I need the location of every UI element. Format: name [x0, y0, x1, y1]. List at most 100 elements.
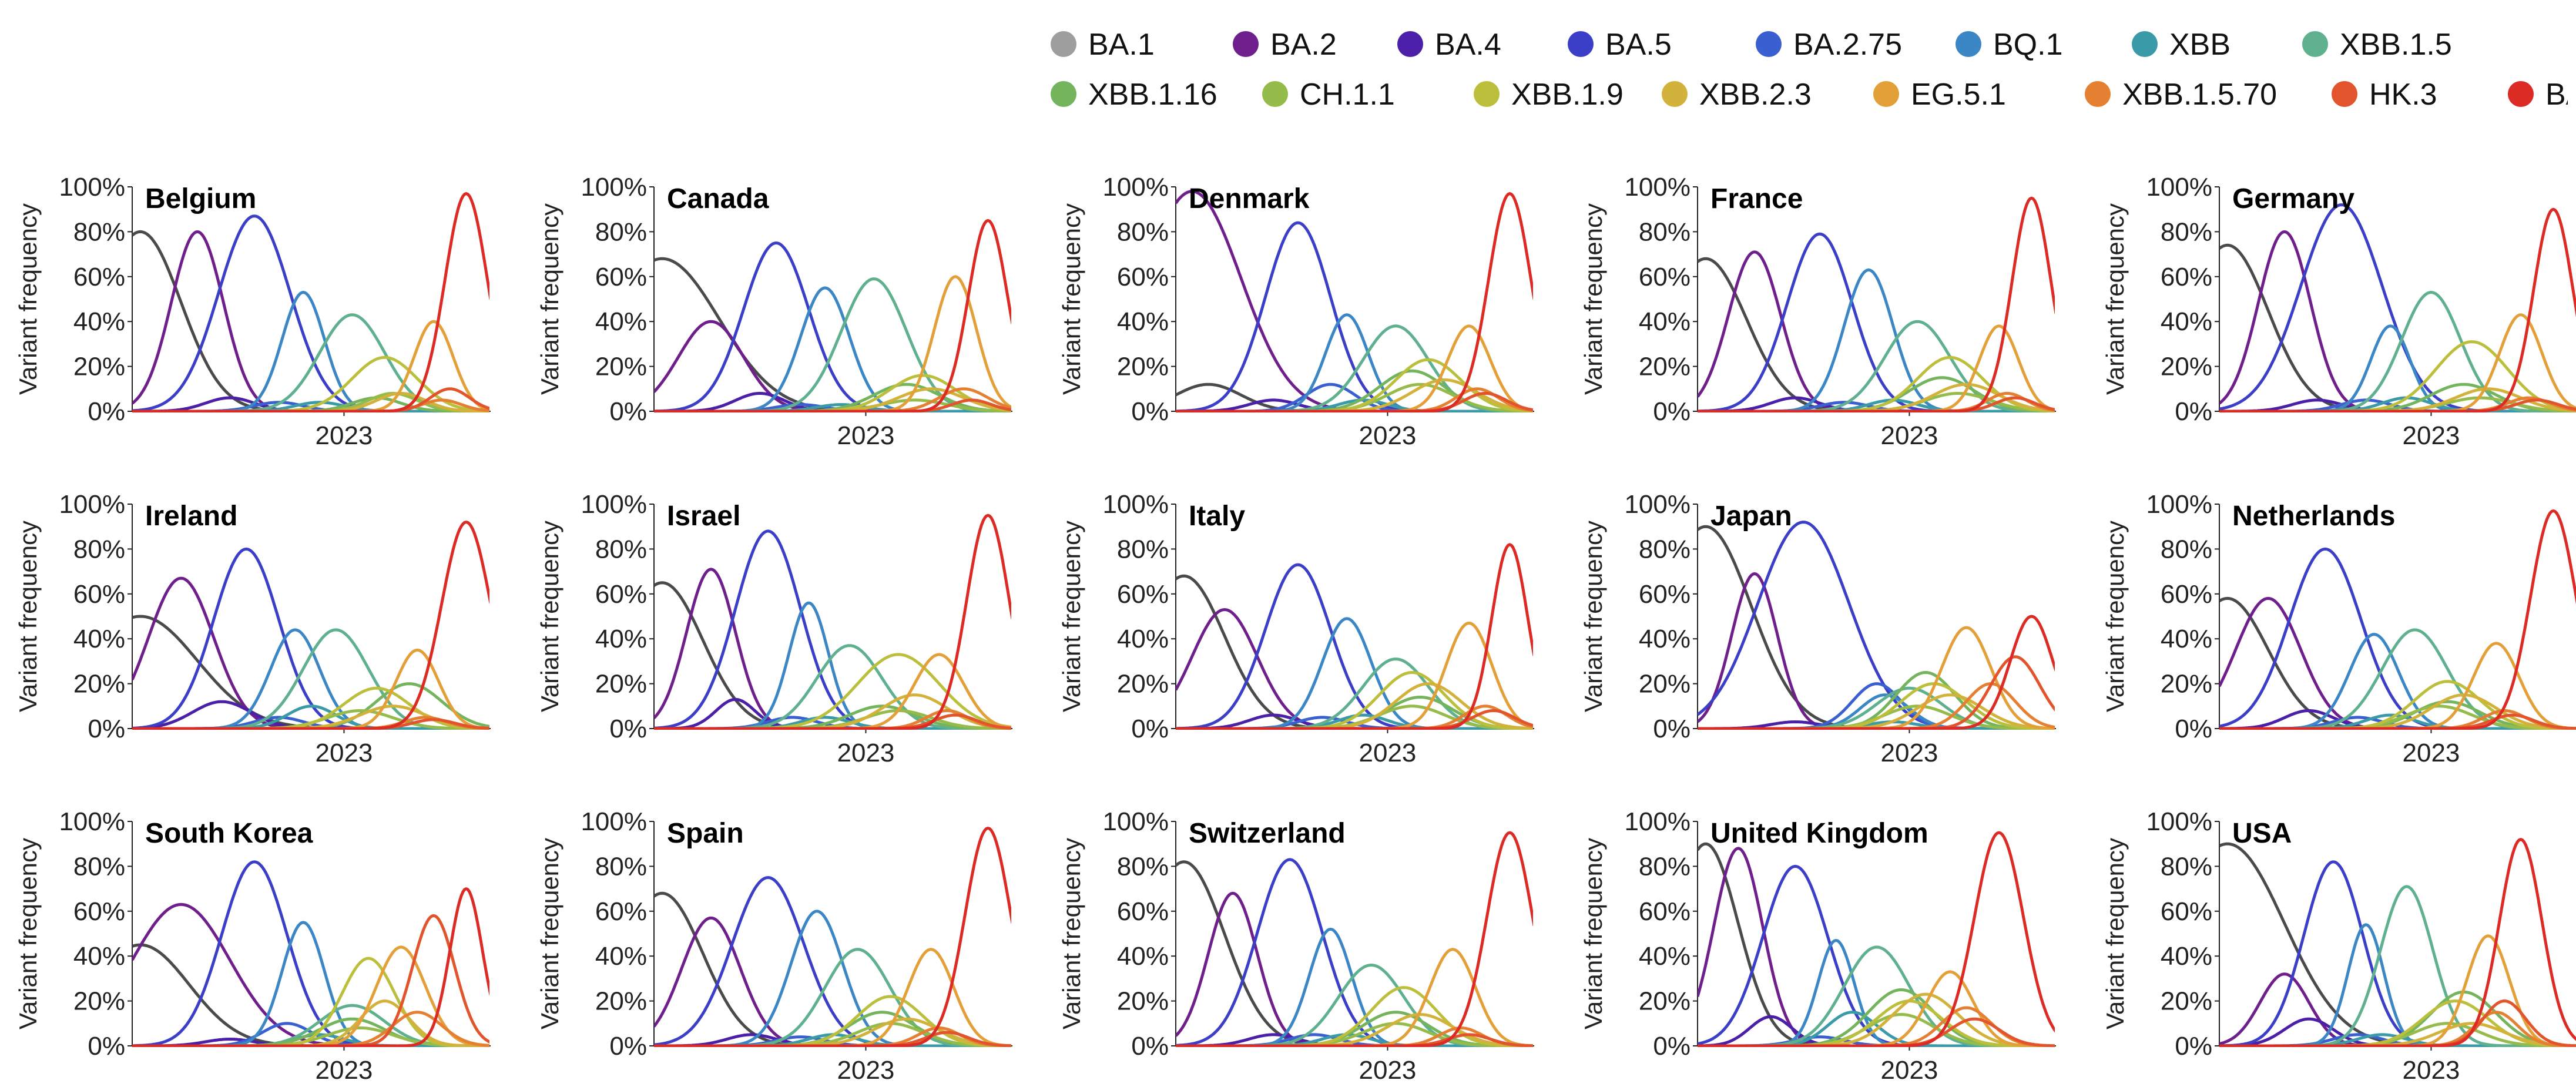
x-tick-label: 2023: [837, 739, 895, 767]
legend-swatch: [1397, 31, 1423, 57]
y-tick-label: 20%: [2161, 353, 2212, 381]
y-tick-label: 60%: [1117, 897, 1169, 926]
y-tick-label: 100%: [1102, 490, 1169, 519]
y-tick-label: 80%: [2161, 852, 2212, 881]
panel-canada: Variant frequency0%20%40%60%80%100%20232…: [536, 173, 1012, 450]
x-tick-label: 2023: [2403, 1056, 2460, 1085]
y-axis-label: Variant frequency: [2101, 203, 2129, 395]
y-axis-label: Variant frequency: [536, 838, 564, 1029]
y-tick-label: 100%: [59, 173, 125, 202]
y-axis-label: Variant frequency: [14, 203, 42, 395]
y-axis-label: Variant frequency: [2101, 521, 2129, 712]
y-axis-label: Variant frequency: [1579, 203, 1607, 395]
y-tick-label: 40%: [595, 625, 647, 653]
legend-item-xbb-1-5-70: XBB.1.5.70: [2085, 78, 2277, 112]
panel-title: Germany: [2232, 183, 2354, 214]
legend-label: EG.5.1: [1911, 78, 2006, 112]
y-tick-label: 100%: [2146, 807, 2212, 836]
y-tick-label: 100%: [1102, 173, 1169, 202]
panel-title: USA: [2232, 818, 2292, 849]
legend-label: XBB.1.5.70: [2122, 78, 2277, 112]
curves: [1176, 831, 1533, 1047]
y-tick-label: 0%: [88, 1032, 125, 1061]
y-tick-label: 60%: [2161, 897, 2212, 926]
panel-title: Japan: [1710, 501, 1792, 532]
series-line-ba-2-86: [1176, 543, 1533, 730]
y-tick-label: 100%: [59, 490, 125, 519]
panel-germany: Variant frequency0%20%40%60%80%100%20232…: [2101, 173, 2576, 450]
series-line-ba-2-86: [1698, 196, 2055, 412]
y-tick-label: 60%: [1639, 263, 1690, 291]
curves: [1698, 196, 2055, 412]
y-tick-label: 100%: [2146, 173, 2212, 202]
y-axis-label: Variant frequency: [1058, 838, 1085, 1029]
y-axis-label: Variant frequency: [1579, 521, 1607, 712]
legend-swatch: [1262, 81, 1288, 107]
curves: [2219, 838, 2576, 1047]
y-tick-label: 100%: [1102, 807, 1169, 836]
legend-label: BA.2.86: [2545, 78, 2568, 112]
panel-israel: Variant frequency0%20%40%60%80%100%20232…: [536, 490, 1012, 767]
panel-france: Variant frequency0%20%40%60%80%100%20232…: [1579, 173, 2056, 450]
y-tick-label: 0%: [609, 397, 647, 426]
y-tick-label: 20%: [595, 353, 647, 381]
legend-item-ba-4: BA.4: [1397, 28, 1501, 62]
y-tick-label: 20%: [2161, 670, 2212, 699]
y-tick-label: 0%: [1131, 1032, 1169, 1061]
series-line-ba-2-86: [654, 827, 1011, 1047]
x-tick-label: 2023: [2403, 421, 2460, 450]
y-tick-label: 60%: [73, 897, 125, 926]
small-multiples-grid: Variant frequency 0% 20% 40% 60% 80% 100% 2023 2…: [0, 170, 2576, 1085]
legend-swatch: [2132, 31, 2158, 57]
legend-item-eg-5-1: EG.5.1: [1873, 78, 2006, 112]
legend-label: XBB.2.3: [1699, 78, 1812, 112]
y-axis-label: Variant frequency: [1579, 838, 1607, 1029]
panel-netherlands: Variant frequency0%20%40%60%80%100%20232…: [2101, 490, 2576, 767]
curves: [2219, 203, 2576, 412]
series-line-ba-2-86: [132, 521, 489, 730]
legend-label: XBB.1.5: [2340, 28, 2452, 62]
y-tick-label: 20%: [1117, 987, 1169, 1016]
x-tick-label: 2023: [1359, 421, 1417, 450]
y-tick-label: 40%: [73, 307, 125, 336]
legend-label: CH.1.1: [1300, 78, 1395, 112]
legend-swatch: [2332, 81, 2357, 107]
y-tick-label: 40%: [2161, 625, 2212, 653]
legend-swatch: [1873, 81, 1899, 107]
series-line-ba-2-86: [2219, 207, 2576, 412]
panel-ireland: Variant frequency0%20%40%60%80%100%20232…: [14, 490, 491, 767]
y-tick-label: 20%: [595, 670, 647, 699]
y-tick-label: 20%: [1117, 670, 1169, 699]
legend-item-ch-1-1: CH.1.1: [1262, 78, 1395, 112]
y-tick-label: 100%: [581, 173, 647, 202]
series-line-ba-2-86: [132, 192, 489, 412]
y-tick-label: 0%: [88, 397, 125, 426]
series-line-ba-2: [654, 320, 1011, 412]
legend-swatch: [1474, 81, 1500, 107]
legend-label: BA.2: [1270, 28, 1337, 62]
y-tick-label: 80%: [1117, 535, 1169, 563]
series-line-eg-5-1: [1698, 970, 2055, 1047]
y-tick-label: 100%: [1624, 807, 1690, 836]
legend-item-bq-1: BQ.1: [1956, 28, 2063, 62]
y-tick-label: 80%: [73, 852, 125, 881]
y-tick-label: 80%: [595, 852, 647, 881]
y-tick-label: 0%: [2175, 1032, 2212, 1061]
x-tick-label: 2023: [1881, 421, 1938, 450]
x-tick-label: 2023: [837, 1056, 895, 1085]
y-axis-label: Variant frequency: [14, 521, 42, 712]
curves: [1176, 190, 1533, 412]
y-tick-label: 20%: [73, 353, 125, 381]
series-line-ba-2: [1176, 190, 1533, 412]
y-tick-label: 40%: [595, 307, 647, 336]
legend-label: BA.2.75: [1793, 28, 1902, 62]
series-line-ba-2-86: [1176, 192, 1533, 412]
legend-label: BQ.1: [1993, 28, 2063, 62]
series-line-ba-2-86: [2219, 509, 2576, 730]
y-tick-label: 40%: [1117, 625, 1169, 653]
y-tick-label: 60%: [73, 580, 125, 609]
legend-item-xbb-1-16: XBB.1.16: [1051, 78, 1217, 112]
panel-title: Denmark: [1189, 183, 1310, 214]
y-tick-label: 0%: [1131, 714, 1169, 743]
series-line-bq-1: [654, 910, 1011, 1047]
